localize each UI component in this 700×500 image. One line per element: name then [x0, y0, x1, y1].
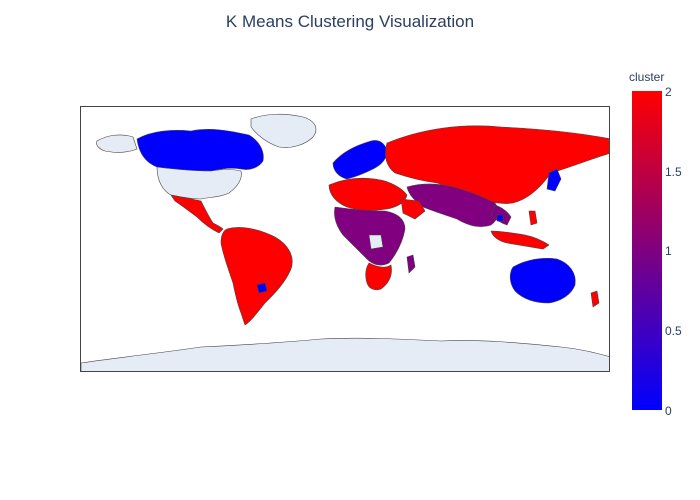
world-map-svg [81, 113, 610, 372]
region-greenland[interactable] [250, 113, 317, 148]
region-canada[interactable] [136, 129, 264, 172]
region-madagascar[interactable] [406, 254, 416, 274]
region-alaska[interactable] [96, 134, 138, 153]
region-southern-africa[interactable] [365, 262, 392, 291]
region-africa-no-data[interactable] [368, 234, 384, 250]
region-new-zealand[interactable] [590, 290, 600, 308]
colorbar-title: cluster [629, 70, 665, 84]
colorbar-tick: 1.5 [665, 165, 682, 179]
colorbar-tick: 0 [665, 404, 672, 418]
region-usa[interactable] [156, 166, 242, 200]
region-australia[interactable] [509, 257, 576, 304]
chart-title: K Means Clustering Visualization [225, 12, 475, 31]
region-mexico[interactable] [170, 194, 224, 234]
region-antarctica[interactable] [81, 337, 610, 372]
region-south-america[interactable] [220, 227, 293, 326]
region-uruguay[interactable] [256, 282, 268, 294]
region-philippines[interactable] [528, 210, 538, 226]
region-japan[interactable] [546, 168, 562, 192]
region-indonesia[interactable] [490, 230, 550, 250]
colorbar-tick: 1 [665, 244, 672, 258]
region-middle-east-south-asia[interactable] [406, 183, 499, 227]
colorbar-tick: 2 [665, 85, 672, 99]
region-russia-china[interactable] [385, 125, 610, 204]
choropleth-map[interactable] [80, 106, 610, 372]
region-cambodia[interactable] [496, 214, 504, 222]
region-north-africa[interactable] [328, 177, 408, 211]
colorbar [632, 91, 662, 410]
region-saudi-arabia[interactable] [400, 198, 426, 220]
colorbar-tick: 0.5 [665, 324, 682, 338]
region-western-europe[interactable] [332, 140, 388, 180]
